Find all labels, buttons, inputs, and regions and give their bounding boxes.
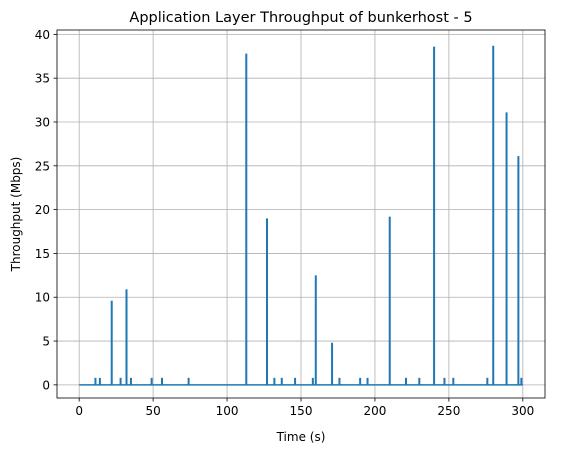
x-tick-label: 150: [290, 404, 313, 418]
y-tick-label: 15: [35, 247, 50, 261]
y-tick-label: 35: [35, 72, 50, 86]
chart-title: Application Layer Throughput of bunkerho…: [129, 10, 472, 26]
x-axis-label: Time (s): [276, 430, 326, 444]
y-tick-label: 5: [42, 335, 50, 349]
x-tick-label: 200: [363, 404, 386, 418]
plot-frame: [56, 29, 546, 399]
y-tick-label: 30: [35, 116, 50, 130]
y-tick-label: 25: [35, 159, 50, 173]
x-tick-label: 0: [75, 404, 83, 418]
x-tick-label: 250: [437, 404, 460, 418]
y-tick-label: 20: [35, 203, 50, 217]
x-tick-label: 300: [511, 404, 534, 418]
x-axis-ticks: 0 50 100 150 200 250 300: [75, 398, 534, 418]
y-tick-label: 10: [35, 291, 50, 305]
y-axis-label: Throughput (Mbps): [9, 157, 23, 273]
x-tick-label: 50: [145, 404, 160, 418]
y-axis-ticks: 0 5 10 15 20 25 30 35 40: [35, 28, 57, 392]
series-plot: [79, 45, 523, 386]
grid-lines: [57, 30, 545, 398]
y-tick-label: 0: [42, 378, 50, 392]
y-tick-label: 40: [35, 28, 50, 42]
x-tick-label: 100: [216, 404, 239, 418]
